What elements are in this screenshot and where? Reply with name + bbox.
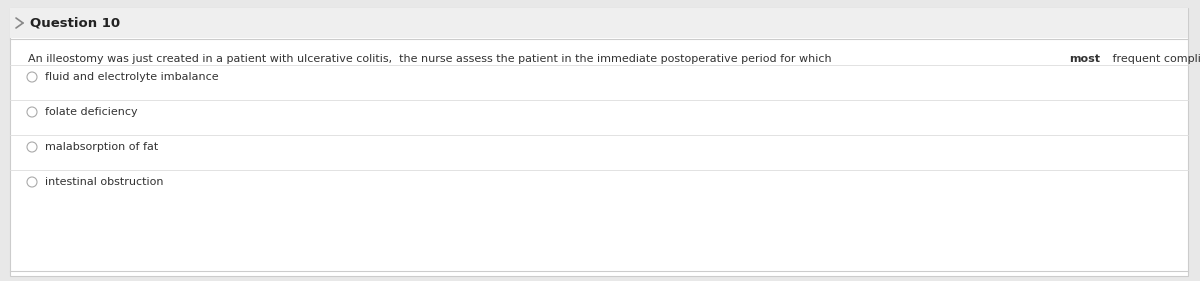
Text: folate deficiency: folate deficiency xyxy=(46,107,138,117)
Text: Question 10: Question 10 xyxy=(30,17,120,30)
Text: An illeostomy was just created in a patient with ulcerative colitis,  the nurse : An illeostomy was just created in a pati… xyxy=(28,54,835,64)
Circle shape xyxy=(28,107,37,117)
Text: malabsorption of fat: malabsorption of fat xyxy=(46,142,158,152)
Text: intestinal obstruction: intestinal obstruction xyxy=(46,177,163,187)
Circle shape xyxy=(28,72,37,82)
FancyBboxPatch shape xyxy=(10,8,1188,38)
Text: fluid and electrolyte imbalance: fluid and electrolyte imbalance xyxy=(46,72,218,82)
Circle shape xyxy=(28,177,37,187)
Circle shape xyxy=(28,142,37,152)
Text: frequent complication of this type of surgery?: frequent complication of this type of su… xyxy=(1110,54,1200,64)
Text: most: most xyxy=(1069,54,1100,64)
FancyBboxPatch shape xyxy=(10,8,1188,276)
